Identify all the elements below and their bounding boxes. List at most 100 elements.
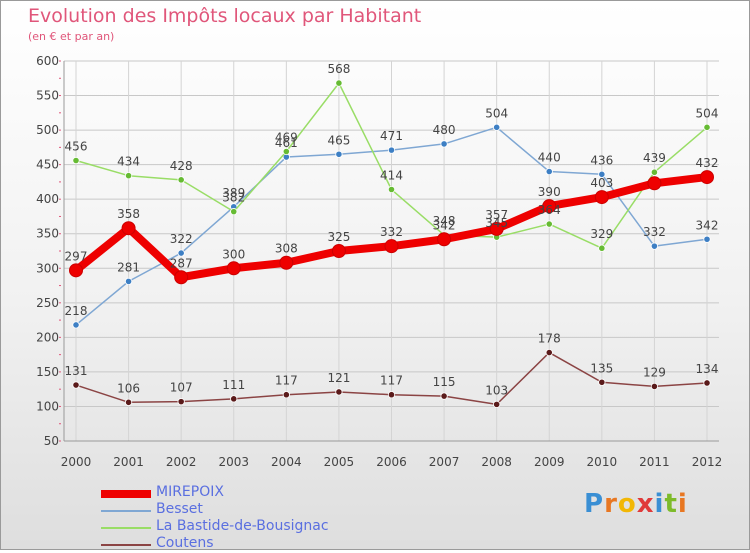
data-label-coutens: 121 xyxy=(327,371,350,385)
data-label-coutens: 131 xyxy=(65,364,88,378)
data-point-coutens xyxy=(387,391,396,399)
y-tick-label: 600 xyxy=(36,54,59,68)
x-tick-label: 2001 xyxy=(113,455,144,469)
legend-item-besset: Besset xyxy=(101,501,401,519)
chart-title: Evolution des Impôts locaux par Habitant xyxy=(28,5,422,27)
data-point-mirepoix xyxy=(384,239,399,254)
data-point-besset xyxy=(545,167,553,176)
logo-letter: t xyxy=(664,489,678,519)
y-tick-label: 450 xyxy=(36,158,59,172)
y-tick-label: 200 xyxy=(36,330,59,344)
legend-label-mirepoix: MIREPOIX xyxy=(156,484,224,500)
data-label-la-bastide-de-bousignac: 329 xyxy=(590,227,613,241)
y-tick-label: 150 xyxy=(36,365,59,379)
data-label-mirepoix: 325 xyxy=(327,230,350,244)
data-label-la-bastide-de-bousignac: 345 xyxy=(485,216,508,230)
data-point-mirepoix xyxy=(542,199,557,214)
data-label-coutens: 117 xyxy=(380,374,403,388)
data-label-besset: 332 xyxy=(643,225,666,239)
data-label-besset: 389 xyxy=(222,186,245,200)
data-point-mirepoix xyxy=(700,170,714,185)
data-label-mirepoix: 358 xyxy=(117,207,140,221)
proxiti-logo: Proxiti xyxy=(584,489,688,519)
data-label-besset: 440 xyxy=(538,151,561,165)
data-point-mirepoix xyxy=(594,190,609,205)
data-point-la-bastide-de-bousignac xyxy=(545,220,553,228)
x-tick-label: 2006 xyxy=(376,455,407,469)
legend-item-mirepoix: MIREPOIX xyxy=(101,484,401,502)
data-labels: 297 358 287 300 308 325 332 342 357 390 403 432 218 2… xyxy=(65,62,719,397)
data-point-mirepoix xyxy=(121,221,136,236)
legend-swatch-la-bastide xyxy=(101,527,151,529)
x-tick-label: 2008 xyxy=(481,455,512,469)
data-point-besset xyxy=(493,123,501,131)
data-point-la-bastide-de-bousignac xyxy=(650,168,659,176)
data-label-la-bastide-de-bousignac: 469 xyxy=(275,131,298,145)
data-point-besset xyxy=(440,140,448,148)
data-point-mirepoix xyxy=(437,232,452,247)
logo-letter: P xyxy=(584,489,605,519)
data-label-mirepoix: 297 xyxy=(65,249,88,263)
data-point-besset xyxy=(124,277,133,285)
logo-letter: x xyxy=(636,489,655,519)
y-tick-label: 400 xyxy=(36,192,59,206)
data-label-la-bastide-de-bousignac: 414 xyxy=(380,169,403,183)
data-point-coutens xyxy=(230,395,238,403)
data-point-coutens xyxy=(282,391,290,399)
x-tick-label: 2009 xyxy=(534,455,565,469)
chart-subtitle: (en € et par an) xyxy=(28,30,115,43)
data-point-coutens xyxy=(545,348,553,357)
data-label-mirepoix: 342 xyxy=(433,218,456,232)
data-label-besset: 504 xyxy=(485,106,508,120)
data-point-coutens xyxy=(177,398,185,406)
x-tick-label: 2011 xyxy=(639,455,670,469)
data-point-la-bastide-de-bousignac xyxy=(177,176,185,184)
data-label-mirepoix: 287 xyxy=(170,256,193,270)
data-point-mirepoix xyxy=(331,244,346,258)
data-point-la-bastide-de-bousignac xyxy=(598,244,606,252)
data-label-mirepoix: 357 xyxy=(485,208,508,222)
data-point-mirepoix xyxy=(279,255,294,270)
data-label-besset: 471 xyxy=(380,129,403,143)
data-point-besset xyxy=(335,150,343,158)
x-tick-label: 2002 xyxy=(166,455,197,469)
data-point-mirepoix xyxy=(647,176,662,191)
data-label-la-bastide-de-bousignac: 364 xyxy=(538,203,561,217)
data-label-coutens: 134 xyxy=(696,362,719,376)
data-point-la-bastide-de-bousignac xyxy=(703,123,711,131)
x-tick-label: 2012 xyxy=(692,455,723,469)
y-tick-label: 100 xyxy=(36,399,59,413)
data-point-coutens xyxy=(440,392,448,400)
data-label-coutens: 111 xyxy=(222,378,245,392)
x-tick-label: 2004 xyxy=(271,455,302,469)
x-tick-label: 2005 xyxy=(324,455,355,469)
data-label-la-bastide-de-bousignac: 439 xyxy=(643,151,666,165)
data-point-mirepoix xyxy=(174,270,189,285)
data-point-coutens xyxy=(72,381,80,389)
legend-swatch-besset xyxy=(101,510,151,512)
data-point-coutens xyxy=(335,388,343,396)
x-tick-label: 2007 xyxy=(429,455,460,469)
legend: MIREPOIX Besset La Bastide-de-Bousignac … xyxy=(101,484,401,553)
data-label-coutens: 107 xyxy=(170,381,193,395)
x-tick-label: 2000 xyxy=(61,455,92,469)
data-point-mirepoix xyxy=(69,263,83,278)
data-label-coutens: 106 xyxy=(117,381,140,395)
legend-item-coutens: Coutens xyxy=(101,535,401,553)
x-tick-label: 2010 xyxy=(587,455,618,469)
y-tick-label: 350 xyxy=(36,227,59,241)
data-point-la-bastide-de-bousignac xyxy=(124,172,133,180)
y-tick-label: 300 xyxy=(36,261,59,275)
data-label-coutens: 117 xyxy=(275,374,298,388)
logo-letter: i xyxy=(677,489,688,519)
grid xyxy=(64,60,719,442)
data-label-coutens: 115 xyxy=(433,375,456,389)
data-point-coutens xyxy=(598,378,606,386)
data-label-besset: 480 xyxy=(433,123,456,137)
series-layer xyxy=(69,79,714,408)
data-point-besset xyxy=(650,242,659,250)
data-label-la-bastide-de-bousignac: 504 xyxy=(696,106,719,120)
data-label-coutens: 129 xyxy=(643,365,666,379)
data-point-mirepoix xyxy=(489,221,504,236)
